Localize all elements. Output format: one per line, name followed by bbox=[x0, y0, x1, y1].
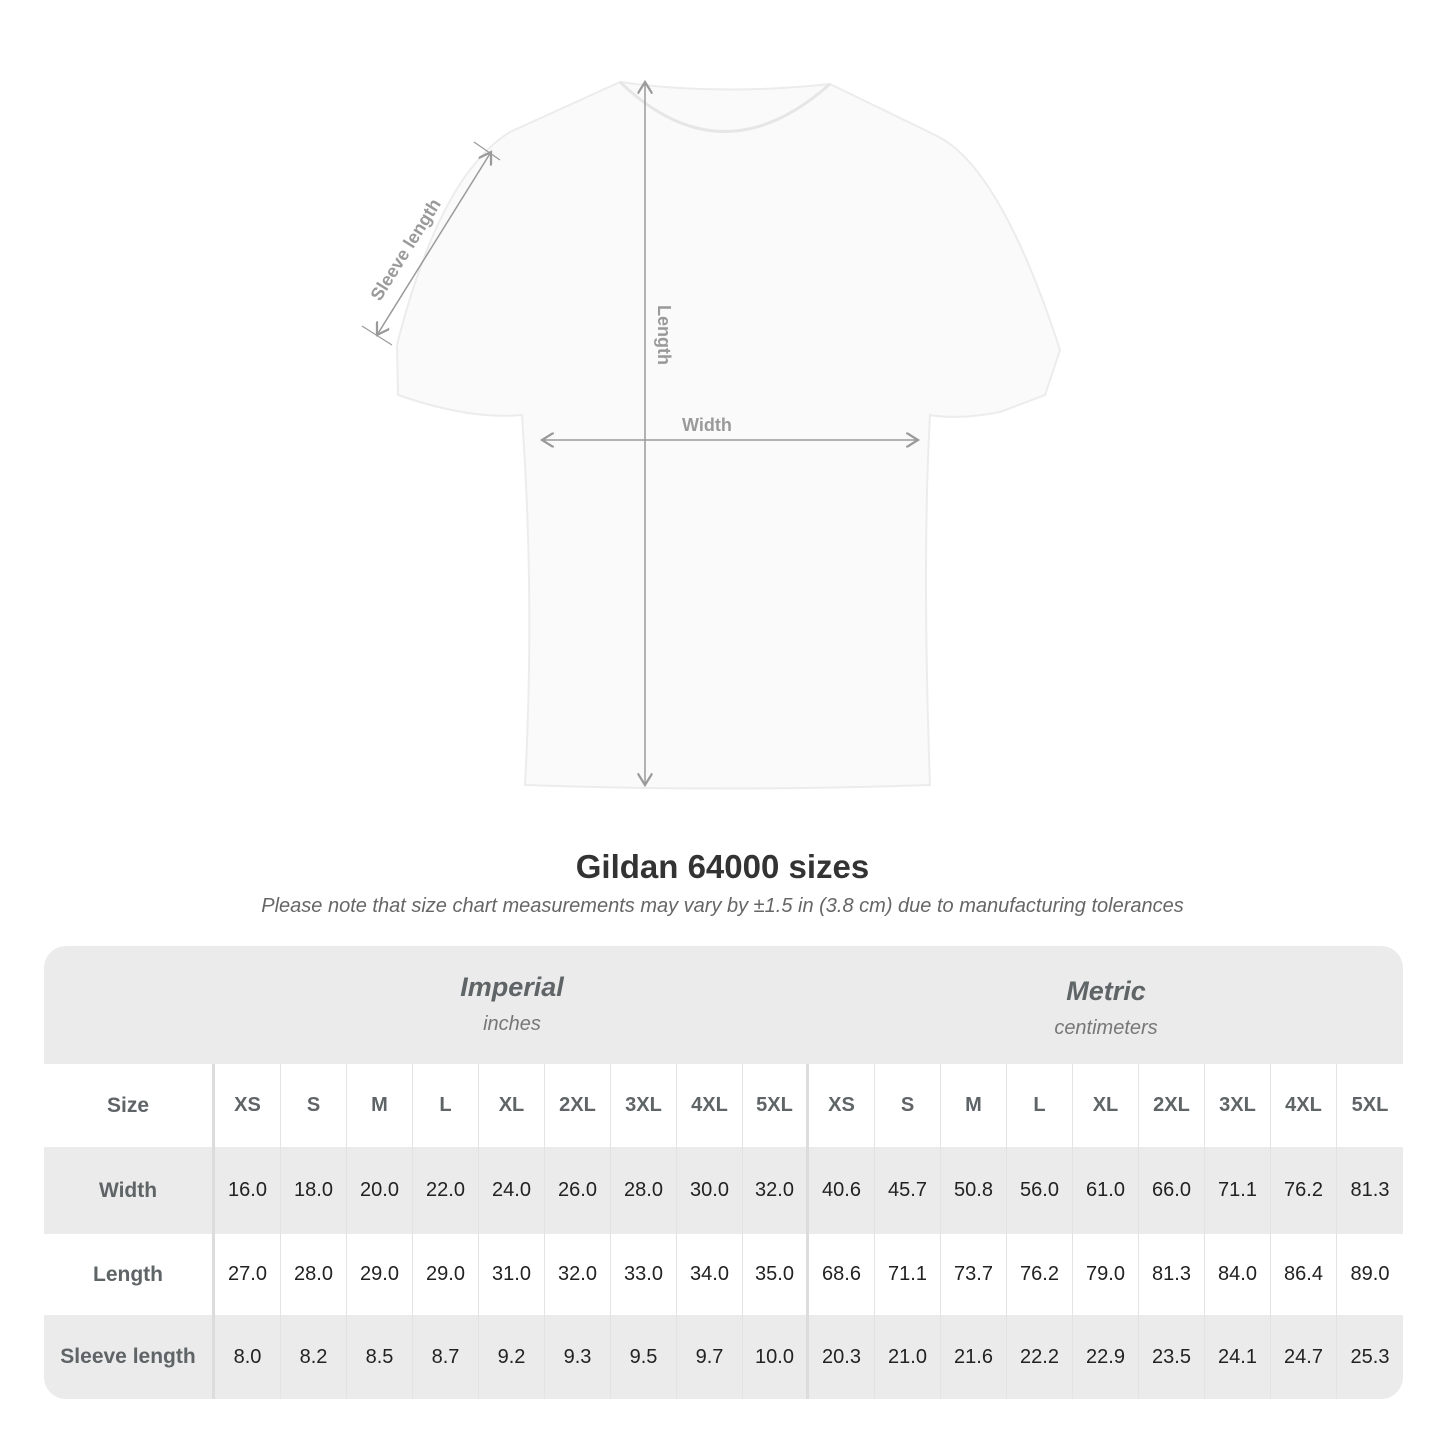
metric-unit: centimeters bbox=[1054, 1017, 1158, 1039]
tshirt-diagram: Sleeve length Length Width bbox=[361, 0, 1062, 790]
value-cell: 81.3 bbox=[1350, 1179, 1390, 1201]
value-cell: 16.0 bbox=[215, 1147, 281, 1234]
value-cell: 9.5 bbox=[611, 1315, 677, 1399]
imperial-label: Imperial bbox=[460, 972, 564, 1002]
sleeve-tick bbox=[473, 141, 501, 161]
value-cell: 9.7 bbox=[677, 1315, 743, 1399]
value-cell: 84.0 bbox=[1205, 1234, 1271, 1315]
size-header-cell: S bbox=[875, 1064, 941, 1147]
value-cell: 26.0 bbox=[545, 1147, 611, 1234]
value-cell: 40.6 bbox=[809, 1147, 875, 1234]
value-cell: 45.7 bbox=[875, 1147, 941, 1234]
value-cell: 73.7 bbox=[941, 1234, 1007, 1315]
value-cell: 9.2 bbox=[479, 1315, 545, 1399]
row-label: Width bbox=[44, 1147, 215, 1234]
table-row: Sleeve length 8.0 8.2 8.5 8.7 9.2 9.3 9.5 9.7 10.… bbox=[44, 1315, 1403, 1399]
value-cell: 25.3 bbox=[1350, 1345, 1390, 1368]
value-cell: 8.0 bbox=[215, 1315, 281, 1399]
value-cell: 31.0 bbox=[479, 1234, 545, 1315]
size-table: Imperial inches Metric centimeters Size X… bbox=[44, 946, 1403, 1399]
value-cell: 86.4 bbox=[1271, 1234, 1337, 1315]
value-cell: 56.0 bbox=[1007, 1147, 1073, 1234]
size-header-cell: 4XL bbox=[677, 1064, 743, 1147]
value-cell: 66.0 bbox=[1139, 1147, 1205, 1234]
size-header-cell: L bbox=[413, 1064, 479, 1147]
value-cell: 22.0 bbox=[413, 1147, 479, 1234]
value-cell: 9.3 bbox=[545, 1315, 611, 1399]
value-cell: 71.1 bbox=[1205, 1147, 1271, 1234]
value-cell: 68.6 bbox=[809, 1234, 875, 1315]
value-cell: 34.0 bbox=[677, 1234, 743, 1315]
value-cell: 28.0 bbox=[281, 1234, 347, 1315]
metric-label: Metric bbox=[1066, 976, 1146, 1006]
value-cell: 29.0 bbox=[413, 1234, 479, 1315]
row-label: Sleeve length bbox=[44, 1315, 215, 1399]
value-cell: 76.2 bbox=[1007, 1234, 1073, 1315]
value-cell: 30.0 bbox=[677, 1147, 743, 1234]
value-cell: 76.2 bbox=[1271, 1147, 1337, 1234]
value-cell: 32.0 bbox=[545, 1234, 611, 1315]
imperial-header: Imperial inches bbox=[215, 946, 809, 1064]
value-cell: 24.7 bbox=[1271, 1315, 1337, 1399]
size-header-cell: 5XL bbox=[1351, 1094, 1389, 1116]
value-cell: 8.2 bbox=[281, 1315, 347, 1399]
size-header-cell: 3XL bbox=[1205, 1064, 1271, 1147]
size-header-cell: L bbox=[1007, 1064, 1073, 1147]
value-cell: 33.0 bbox=[611, 1234, 677, 1315]
size-header-cell: M bbox=[941, 1064, 1007, 1147]
size-header-cell: S bbox=[281, 1064, 347, 1147]
row-label: Size bbox=[44, 1064, 215, 1147]
value-cell: 71.1 bbox=[875, 1234, 941, 1315]
table-row: Width 16.0 18.0 20.0 22.0 24.0 26.0 28.0 30.0 32.… bbox=[44, 1147, 1403, 1234]
value-cell: 27.0 bbox=[215, 1234, 281, 1315]
metric-header: Metric centimeters bbox=[809, 950, 1403, 1068]
length-label: Length bbox=[654, 305, 674, 365]
value-cell: 50.8 bbox=[941, 1147, 1007, 1234]
size-header-cell: XS bbox=[215, 1064, 281, 1147]
size-header-cell: 4XL bbox=[1271, 1064, 1337, 1147]
size-header-cell: XL bbox=[479, 1064, 545, 1147]
size-header-cell: 3XL bbox=[611, 1064, 677, 1147]
page-title: Gildan 64000 sizes bbox=[575, 848, 870, 885]
value-cell: 21.6 bbox=[941, 1315, 1007, 1399]
value-cell: 24.0 bbox=[479, 1147, 545, 1234]
value-cell: 81.3 bbox=[1139, 1234, 1205, 1315]
value-cell: 29.0 bbox=[347, 1234, 413, 1315]
sleeve-measure-line bbox=[377, 152, 491, 335]
size-header-cell: XL bbox=[1073, 1064, 1139, 1147]
value-cell: 22.2 bbox=[1007, 1315, 1073, 1399]
value-cell: 20.0 bbox=[347, 1147, 413, 1234]
value-cell: 32.0 bbox=[743, 1147, 809, 1234]
tshirt-shape bbox=[395, 80, 1062, 790]
row-label: Length bbox=[44, 1234, 215, 1315]
value-cell: 23.5 bbox=[1139, 1315, 1205, 1399]
value-cell: 79.0 bbox=[1073, 1234, 1139, 1315]
sleeve-tick bbox=[361, 325, 393, 346]
value-cell: 10.0 bbox=[743, 1315, 809, 1399]
value-cell: 61.0 bbox=[1073, 1147, 1139, 1234]
table-row: Length 27.0 28.0 29.0 29.0 31.0 32.0 33.0 34.0 35… bbox=[44, 1234, 1403, 1315]
value-cell: 89.0 bbox=[1350, 1263, 1390, 1285]
tolerance-note: Please note that size chart measurements… bbox=[261, 895, 1184, 917]
size-header-cell: 5XL bbox=[743, 1064, 809, 1147]
value-cell: 8.5 bbox=[347, 1315, 413, 1399]
value-cell: 20.3 bbox=[809, 1315, 875, 1399]
value-cell: 28.0 bbox=[611, 1147, 677, 1234]
size-header-cell: 2XL bbox=[545, 1064, 611, 1147]
size-header-cell: XS bbox=[809, 1064, 875, 1147]
imperial-unit: inches bbox=[483, 1013, 541, 1035]
value-cell: 22.9 bbox=[1073, 1315, 1139, 1399]
width-label: Width bbox=[682, 415, 732, 435]
size-header-cell: M bbox=[347, 1064, 413, 1147]
value-cell: 18.0 bbox=[281, 1147, 347, 1234]
value-cell: 21.0 bbox=[875, 1315, 941, 1399]
value-cell: 35.0 bbox=[743, 1234, 809, 1315]
value-cell: 8.7 bbox=[413, 1315, 479, 1399]
size-header-row: Size XS S M L XL 2XL 3XL 4XL 5XL XS S M L XL 2XL 3XL 4XL 5… bbox=[44, 1064, 1403, 1147]
size-header-cell: 2XL bbox=[1139, 1064, 1205, 1147]
value-cell: 24.1 bbox=[1205, 1315, 1271, 1399]
